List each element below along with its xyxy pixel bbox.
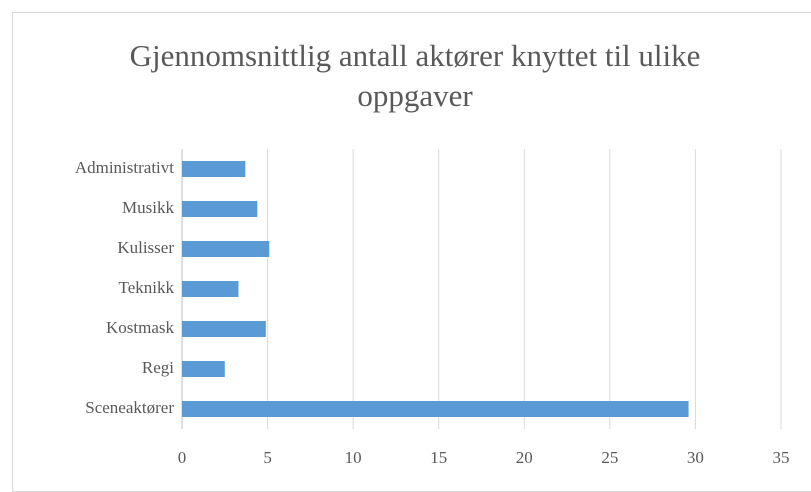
- x-tick-label: 10: [345, 448, 362, 467]
- x-tick-label: 35: [773, 448, 790, 467]
- y-tick-label: Administrativt: [75, 158, 174, 177]
- y-tick-label: Teknikk: [119, 278, 175, 297]
- chart: 0 5 10 15 20 25 30 35 Administrativt Musikk Kuliss…: [75, 149, 790, 467]
- x-tick-label: 25: [601, 448, 618, 467]
- bar: [182, 161, 246, 177]
- y-tick-label: Regi: [142, 358, 174, 377]
- bar: [182, 281, 239, 297]
- x-tick-label: 5: [263, 448, 272, 467]
- x-tick-label: 0: [178, 448, 187, 467]
- bar: [182, 321, 266, 337]
- y-tick-label: Musikk: [122, 198, 174, 217]
- x-tick-label: 20: [516, 448, 533, 467]
- bar: [182, 401, 689, 417]
- chart-container: Gjennomsnittlig antall aktører knyttet t…: [12, 12, 811, 492]
- y-tick-label: Kostmask: [106, 318, 175, 337]
- bar: [182, 361, 225, 377]
- x-tick-label: 15: [430, 448, 447, 467]
- bar: [182, 241, 270, 257]
- x-tick-label: 30: [687, 448, 704, 467]
- y-tick-label: Sceneaktører: [85, 398, 174, 417]
- chart-title: Gjennomsnittlig antall aktører knyttet t…: [129, 38, 701, 113]
- bar: [182, 201, 258, 217]
- y-tick-label: Kulisser: [117, 238, 174, 257]
